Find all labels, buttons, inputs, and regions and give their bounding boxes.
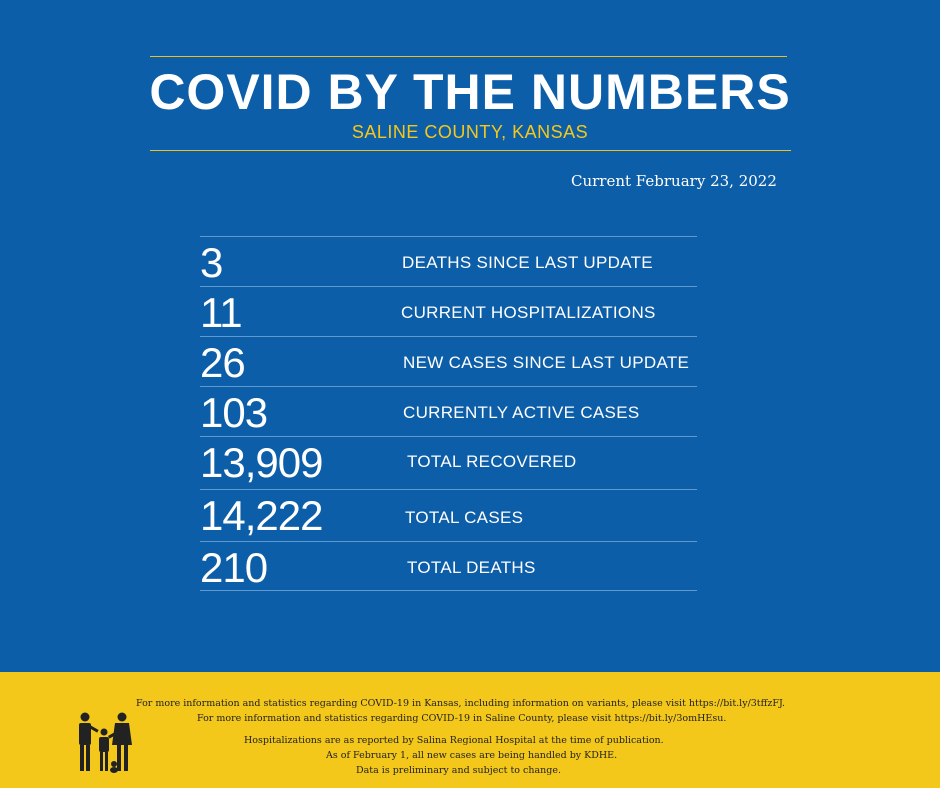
stat-value: 103 bbox=[200, 389, 268, 436]
stat-row-active-cases: 103 CURRENTLY ACTIVE CASES bbox=[200, 386, 697, 436]
footer-banner: For more information and statistics rega… bbox=[0, 672, 940, 788]
title-bottom-rule bbox=[150, 150, 791, 151]
stat-label: CURRENTLY ACTIVE CASES bbox=[403, 403, 640, 422]
footer-note-preliminary: Data is preliminary and subject to chang… bbox=[356, 765, 561, 776]
footer-note-saline: For more information and statistics rega… bbox=[197, 713, 727, 724]
stat-row-total-deaths: 210 TOTAL DEATHS bbox=[200, 541, 697, 591]
family-icon bbox=[76, 712, 134, 779]
stat-row-total-cases: 14,222 TOTAL CASES bbox=[200, 489, 697, 541]
title-top-rule bbox=[150, 56, 787, 57]
stat-label: NEW CASES SINCE LAST UPDATE bbox=[403, 353, 690, 372]
stat-row-deaths-since-update: 3 DEATHS SINCE LAST UPDATE bbox=[200, 236, 697, 286]
stat-row-new-cases: 26 NEW CASES SINCE LAST UPDATE bbox=[200, 336, 697, 386]
stat-label: TOTAL CASES bbox=[405, 508, 524, 527]
footer-note-kdhe: As of February 1, all new cases are bein… bbox=[326, 750, 618, 761]
stat-value: 13,909 bbox=[200, 439, 323, 486]
stat-label: TOTAL RECOVERED bbox=[407, 452, 577, 471]
footer-note-hospitalizations: Hospitalizations are as reported by Sali… bbox=[244, 735, 664, 746]
stat-value: 11 bbox=[200, 289, 243, 336]
stat-value: 3 bbox=[200, 239, 223, 286]
stat-label: DEATHS SINCE LAST UPDATE bbox=[402, 253, 653, 272]
page-subtitle: SALINE COUNTY, KANSAS bbox=[351, 122, 589, 142]
footer-note-kansas: For more information and statistics rega… bbox=[136, 698, 786, 709]
stat-value: 14,222 bbox=[200, 492, 323, 539]
stat-value: 210 bbox=[200, 544, 268, 591]
stat-value: 26 bbox=[200, 339, 246, 386]
stats-table: 3 DEATHS SINCE LAST UPDATE 11 CURRENT HO… bbox=[200, 236, 697, 591]
stat-label: TOTAL DEATHS bbox=[407, 558, 536, 577]
stat-row-current-hospitalizations: 11 CURRENT HOSPITALIZATIONS bbox=[200, 286, 697, 336]
current-date: Current February 23, 2022 bbox=[571, 172, 777, 190]
stat-label: CURRENT HOSPITALIZATIONS bbox=[401, 303, 656, 322]
stat-row-total-recovered: 13,909 TOTAL RECOVERED bbox=[200, 436, 697, 489]
page-title: COVID BY THE NUMBERS bbox=[149, 64, 791, 120]
